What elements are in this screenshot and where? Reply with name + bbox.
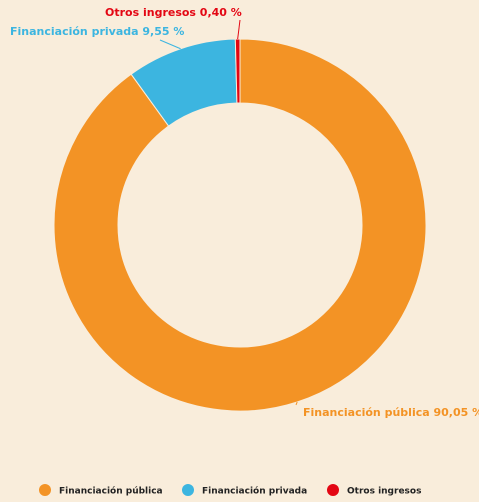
legend-swatch (327, 484, 339, 496)
legend-label: Financiación privada (202, 486, 307, 497)
legend-swatch (182, 484, 194, 496)
data-label: Otros ingresos 0,40 % (105, 6, 242, 19)
legend-swatch (39, 484, 51, 496)
leader-line (159, 39, 181, 50)
leader-line (295, 401, 298, 406)
leader-line (237, 19, 241, 40)
donut-slice (234, 38, 241, 104)
legend-label: Financiación pública (59, 486, 163, 497)
data-label: Financiación privada 9,55 % (10, 25, 184, 38)
data-label: Financiación pública 90,05 % (303, 406, 479, 419)
legend-label: Otros ingresos (347, 487, 421, 497)
donut-slice (53, 38, 427, 412)
